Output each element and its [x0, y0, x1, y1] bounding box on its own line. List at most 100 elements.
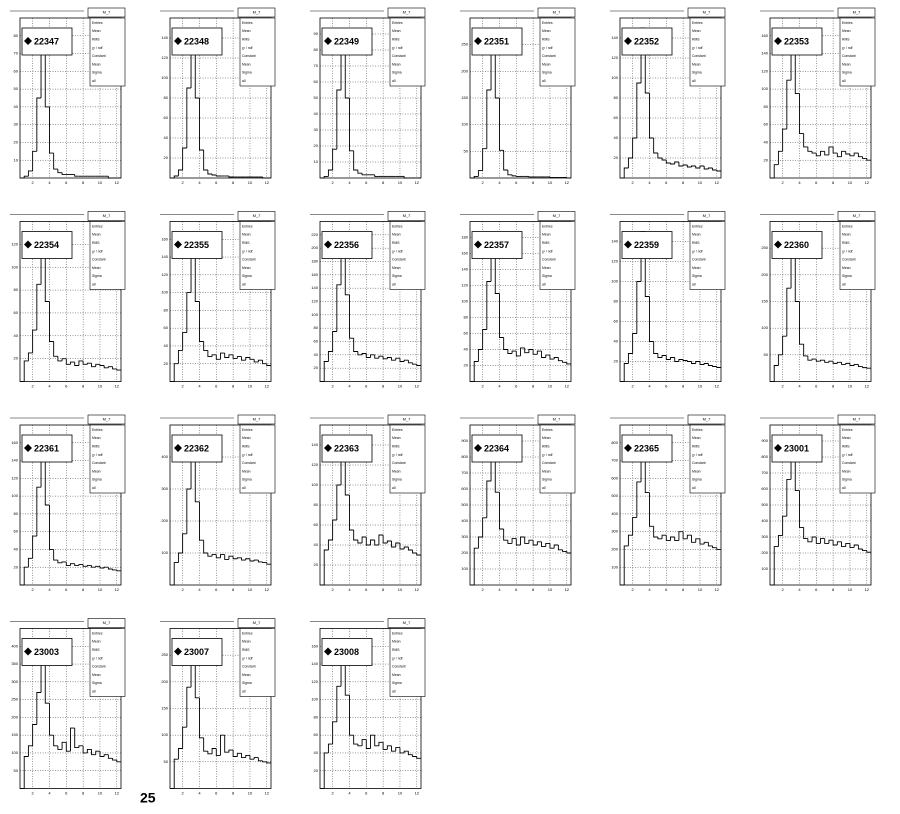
stats-label: Entries	[542, 224, 553, 228]
y-tick-label: 100	[461, 566, 468, 571]
histogram-bin	[173, 562, 179, 585]
x-tick-label: 2	[182, 791, 185, 796]
stats-label: Mean	[542, 436, 551, 440]
histogram-bin	[382, 356, 388, 360]
stats-label: Sigma	[92, 681, 102, 685]
histogram-bin	[636, 82, 642, 138]
x-tick-label: 4	[198, 384, 201, 389]
histogram-bin	[349, 98, 354, 152]
stats-label: Entries	[242, 428, 253, 432]
chart-title: M_7	[553, 417, 562, 422]
histogram-bin	[562, 360, 567, 363]
x-tick-label: 10	[848, 384, 853, 389]
histogram-bin	[845, 151, 850, 155]
histogram-bin	[836, 541, 842, 545]
histogram-bin	[182, 726, 187, 749]
chart-title: M_7	[103, 620, 112, 625]
x-tick-label: 4	[48, 791, 51, 796]
stats-label: Constant	[242, 665, 256, 669]
histogram-bin	[36, 486, 42, 537]
x-tick-label: 12	[865, 180, 870, 185]
y-tick-label: 800	[461, 454, 468, 459]
title-box	[537, 211, 576, 221]
stats-box	[539, 221, 576, 290]
histogram-bin	[27, 557, 33, 568]
stats-label: χ² / ndf	[392, 249, 403, 253]
x-tick-label: 2	[182, 587, 185, 592]
histogram-bin	[482, 148, 487, 171]
histogram-bin	[773, 365, 779, 382]
stats-label: Mean	[242, 436, 251, 440]
histogram-bin	[262, 561, 267, 564]
stats-label: Mean	[842, 233, 851, 237]
histogram-bin	[382, 535, 388, 544]
stats-label: Sigma	[92, 71, 102, 75]
plot-frame	[469, 17, 572, 179]
x-tick-label: 2	[482, 384, 485, 389]
histogram-bin	[23, 360, 29, 382]
histogram-bin	[257, 359, 263, 362]
title-box	[687, 414, 726, 425]
histogram-bin	[632, 516, 637, 536]
histogram-bin	[777, 150, 783, 165]
marker-diamond	[474, 240, 482, 249]
histogram-bin	[653, 526, 658, 538]
plot-frame	[319, 221, 422, 382]
stats-label: a0	[542, 79, 546, 83]
stats-label: RMS	[842, 37, 850, 41]
title-box	[387, 7, 426, 18]
y-tick-label: 80	[314, 47, 319, 52]
y-tick-label: 100	[611, 279, 618, 284]
x-tick-label: 2	[782, 180, 785, 185]
histogram-bin	[86, 748, 92, 753]
histogram-bin	[632, 137, 637, 158]
histogram-bin	[27, 352, 33, 361]
x-tick-label: 4	[648, 587, 651, 592]
histogram-bin	[486, 480, 492, 518]
histogram-bin	[670, 357, 675, 360]
histogram-bin	[53, 153, 58, 170]
plot-frame	[169, 221, 272, 382]
histogram-bin	[674, 161, 679, 164]
y-tick-label: 200	[311, 245, 318, 250]
histogram-bin	[528, 176, 534, 178]
x-tick-label: 6	[515, 384, 518, 389]
histogram-bin	[395, 542, 400, 547]
x-tick-label: 10	[98, 791, 103, 796]
title-box	[537, 414, 576, 425]
histogram-bin	[220, 734, 225, 756]
histogram-bin	[632, 333, 637, 354]
x-tick-label: 2	[482, 180, 485, 185]
stats-label: Sigma	[692, 274, 702, 278]
stats-box	[89, 17, 126, 87]
stats-label: Mean	[242, 469, 251, 473]
stats-label: a0	[392, 486, 396, 490]
x-tick-label: 4	[498, 587, 501, 592]
histogram-bin	[773, 164, 779, 178]
x-tick-label: 2	[32, 384, 35, 389]
histogram-bin	[524, 537, 529, 544]
histogram-bin	[399, 747, 405, 754]
x-tick-label: 8	[82, 587, 85, 592]
histogram-bin	[249, 755, 255, 760]
y-tick-label: 50	[314, 95, 319, 100]
histogram-bin	[266, 562, 271, 565]
chart-title: M_7	[553, 10, 562, 15]
y-tick-label: 220	[311, 232, 318, 237]
stats-box	[539, 17, 576, 87]
histogram-bin	[57, 356, 63, 362]
histogram-bin	[99, 566, 105, 569]
stats-label: χ² / ndf	[542, 46, 553, 50]
histogram-bin	[866, 158, 871, 161]
marker-diamond	[324, 240, 332, 249]
x-tick-label: 6	[215, 587, 218, 592]
y-tick-label: 80	[14, 33, 19, 38]
stats-label: χ² / ndf	[692, 453, 703, 457]
stats-label: Entries	[92, 224, 103, 228]
stats-label: χ² / ndf	[542, 453, 553, 457]
histogram-bin	[403, 359, 409, 362]
histogram-bin	[836, 361, 842, 364]
histogram-bin	[661, 534, 667, 539]
stats-label: Constant	[92, 54, 106, 58]
title-box	[687, 211, 726, 221]
